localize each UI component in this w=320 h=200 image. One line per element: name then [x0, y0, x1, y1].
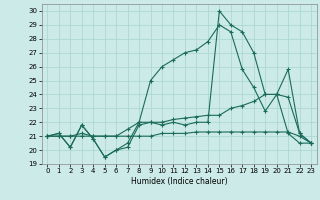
X-axis label: Humidex (Indice chaleur): Humidex (Indice chaleur) [131, 177, 228, 186]
